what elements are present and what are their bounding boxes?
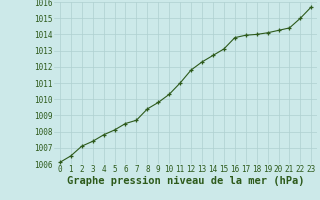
X-axis label: Graphe pression niveau de la mer (hPa): Graphe pression niveau de la mer (hPa): [67, 176, 304, 186]
